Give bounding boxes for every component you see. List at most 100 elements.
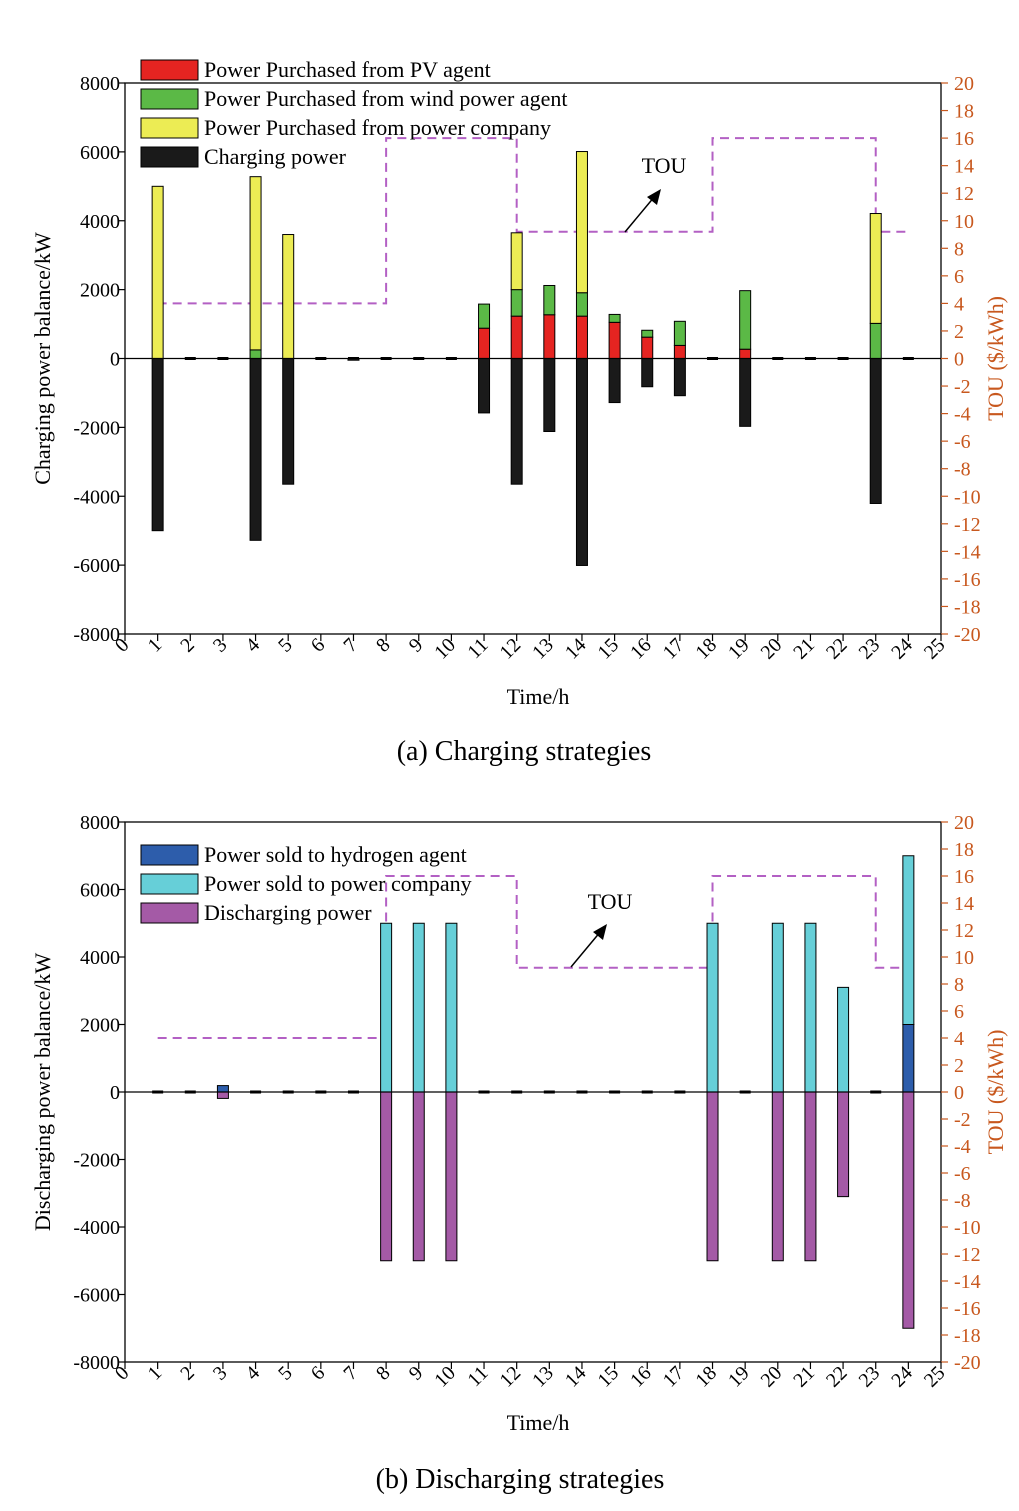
x-tick-label: 14 [561, 634, 591, 664]
y-right-tick-label: -18 [954, 596, 981, 618]
bar-charging [510, 358, 523, 485]
x-tick-label: 5 [274, 634, 297, 657]
bar-company [869, 213, 882, 324]
x-tick-label: 24 [887, 634, 917, 664]
x-tick-label: 22 [822, 634, 852, 664]
x-tick-label: 12 [496, 634, 526, 664]
x-tick-label: 25 [920, 634, 950, 664]
bar-discharging [380, 1091, 393, 1262]
y-right-tick-label: -6 [954, 1163, 971, 1185]
y-tick-label: 4000 [80, 947, 120, 969]
bar-wind [543, 284, 556, 316]
y-right-tick-label: 4 [954, 1028, 964, 1050]
bar-discharging [804, 1091, 817, 1262]
y-right-tick-label: 8 [954, 974, 964, 996]
x-tick-label: 20 [757, 1362, 787, 1392]
legend-swatch [140, 146, 199, 168]
bar-pv [608, 321, 621, 360]
bar-pv [478, 327, 491, 360]
x-tick-label: 14 [561, 1362, 591, 1392]
bar-discharging [902, 1091, 915, 1329]
tou-line [157, 137, 909, 305]
bar-company [510, 232, 523, 291]
y-tick-label: 6000 [80, 142, 120, 164]
x-tick-label: 11 [463, 1362, 492, 1391]
bar-company [575, 151, 588, 294]
x-tick-label: 11 [463, 634, 492, 663]
y-right-tick-label: 14 [954, 893, 974, 915]
bar-discharging [771, 1091, 784, 1262]
y-right-tick-label: 10 [954, 947, 974, 969]
x-tick-label: 7 [339, 1362, 362, 1385]
x-tick-label: 25 [920, 1362, 950, 1392]
legend-swatch [140, 844, 199, 866]
y-right-tick-label: 16 [954, 128, 974, 150]
tou-annotation-arrow [570, 930, 602, 968]
bar-charging [869, 358, 882, 504]
x-tick-label: 5 [274, 1362, 297, 1385]
bar-charging [249, 358, 262, 541]
y-right-tick-label: -12 [954, 514, 981, 536]
x-tick-label: 20 [757, 634, 787, 664]
x-tick-label: 18 [691, 1362, 721, 1392]
x-tick-label: 15 [593, 634, 623, 664]
y-axis-label: Discharging power balance/kW [30, 953, 55, 1231]
x-tick-label: 2 [176, 1362, 199, 1385]
x-tick-label: 16 [626, 1362, 656, 1392]
bar-wind [869, 322, 882, 359]
tou-annotation: TOU [642, 153, 687, 178]
y-right-tick-label: 20 [954, 812, 974, 834]
y-right-tick-label: 14 [954, 156, 974, 178]
y-right-tick-label: 2 [954, 1055, 964, 1077]
bar-charging [543, 358, 556, 433]
bar-sold_company [380, 922, 393, 1093]
y-tick-label: 8000 [80, 812, 120, 834]
y-axis-label: Charging power balance/kW [30, 232, 55, 485]
bar-sold_company [412, 922, 425, 1093]
y-right-tick-label: -12 [954, 1244, 981, 1266]
x-tick-label: 19 [724, 634, 754, 664]
bar-discharging [445, 1091, 458, 1262]
y-right-tick-label: -16 [954, 1298, 981, 1320]
y-right-tick-label: -10 [954, 1217, 981, 1239]
y-right-tick-label: -16 [954, 569, 981, 591]
y-right-tick-label: -6 [954, 431, 971, 453]
bar-charging [608, 358, 621, 404]
bar-discharging [837, 1091, 850, 1198]
x-tick-label: 21 [789, 1362, 819, 1392]
x-tick-label: 23 [855, 1362, 885, 1392]
bar-pv [739, 348, 752, 359]
x-tick-label: 24 [887, 1362, 917, 1392]
bar-sold_company [706, 922, 719, 1093]
x-tick-label: 21 [789, 634, 819, 664]
bar-pv [510, 315, 523, 359]
y-right-tick-label: -18 [954, 1325, 981, 1347]
x-tick-label: 2 [176, 634, 199, 657]
bar-sold_company [804, 922, 817, 1093]
x-tick-label: 7 [339, 634, 362, 657]
y-right-tick-label: 18 [954, 101, 974, 123]
y-tick-label: 0 [110, 349, 120, 371]
x-tick-label: 10 [430, 1362, 460, 1392]
bar-charging [641, 358, 654, 388]
y-right-tick-label: 6 [954, 266, 964, 288]
bar-charging [282, 358, 295, 485]
legend-label: Power Purchased from power company [204, 115, 551, 140]
x-tick-label: 17 [659, 634, 689, 664]
bar-charging [575, 358, 588, 566]
bar-pv [641, 336, 654, 359]
y-tick-label: -8000 [73, 624, 120, 646]
bar-sold_company [902, 855, 915, 1025]
y-right-tick-label: 6 [954, 1001, 964, 1023]
y-right-tick-label: 8 [954, 238, 964, 260]
legend-swatch [140, 902, 199, 924]
y-right-tick-label: 2 [954, 321, 964, 343]
tou-arrowhead [593, 924, 607, 940]
legend-label: Power Purchased from wind power agent [204, 86, 568, 111]
y-right-tick-label: 0 [954, 349, 964, 371]
y-right-tick-label: 12 [954, 920, 974, 942]
bar-discharging [216, 1091, 229, 1099]
